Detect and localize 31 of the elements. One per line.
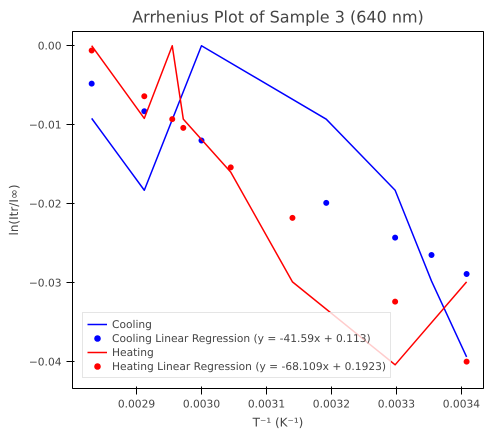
- point: [323, 200, 330, 206]
- point: [464, 270, 470, 277]
- legend-label: Cooling Linear Regression (y = -41.59x + 0.113): [112, 331, 371, 345]
- point: [228, 164, 234, 170]
- x-tick-label: 0.0029: [118, 398, 156, 410]
- y-axis-title: ln(Itr/I∞): [6, 184, 21, 236]
- point: [141, 93, 148, 100]
- point: [169, 116, 176, 122]
- legend-label: Cooling: [112, 317, 152, 331]
- y-tick-label: −0.01: [28, 118, 62, 132]
- point: [88, 47, 95, 54]
- x-tick-label: 0.0030: [182, 398, 220, 410]
- y-tick-label: −0.03: [28, 276, 62, 290]
- x-tick-label: 0.0034: [442, 398, 480, 410]
- y-tick-label: −0.04: [28, 356, 62, 369]
- legend-label: Heating: [112, 345, 154, 359]
- x-tick-label: 0.0033: [378, 398, 416, 410]
- y-tick-label: 0.00: [38, 40, 62, 53]
- point: [180, 124, 186, 131]
- legend-label: Heating Linear Regression (y = -68.109x + 0.1923): [112, 359, 386, 373]
- point: [464, 358, 470, 365]
- x-tick-label: 0.0031: [248, 398, 286, 410]
- x-tick-label: 0.0032: [312, 398, 350, 410]
- chart-title: Arrhenius Plot of Sample 3 (640 nm): [132, 8, 424, 26]
- point: [289, 214, 296, 221]
- point: [392, 234, 398, 241]
- y-tick-label: −0.02: [28, 198, 62, 211]
- point: [88, 80, 95, 87]
- x-axis-title: T⁻¹ (K⁻¹): [252, 416, 304, 430]
- point: [392, 298, 398, 305]
- point: [428, 252, 435, 258]
